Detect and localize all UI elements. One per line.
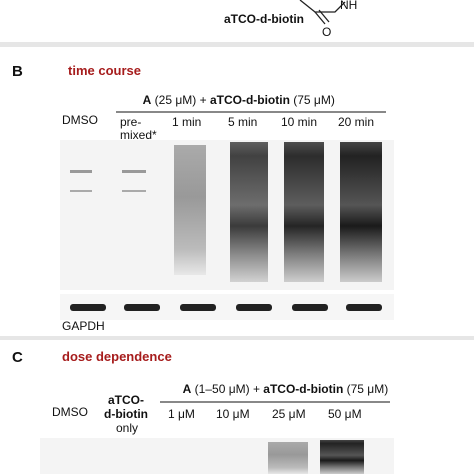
lane-label: 1 min — [172, 115, 201, 129]
lane-label: DMSO — [52, 405, 88, 419]
compound-label: aTCO-d-biotin — [224, 12, 304, 26]
panel-letter: B — [12, 63, 23, 80]
structure — [299, 0, 346, 25]
lane-label: 10 μM — [216, 407, 250, 421]
treatment-part: (25 μM) + — [151, 93, 210, 107]
treatment-part: (1–50 μM) + — [191, 382, 263, 396]
treatment-part: A — [143, 93, 152, 107]
atom: NH — [340, 0, 357, 12]
treatment-part: aTCO-d-biotin — [263, 382, 343, 396]
lane-label: pre- — [120, 115, 141, 129]
treatment: A (25 μM) + aTCO-d-biotin (75 μM) — [126, 93, 345, 107]
blot — [60, 140, 394, 290]
lane-label: d-biotin — [104, 407, 148, 421]
treatment-part: (75 μM) — [290, 93, 335, 107]
treatment-part: aTCO-d-biotin — [210, 93, 290, 107]
lane-label: 20 min — [338, 115, 374, 129]
treatment-part: (75 μM) — [343, 382, 388, 396]
blot — [40, 438, 394, 474]
treatment: A (1–50 μM) + aTCO-d-biotin (75 μM) — [166, 382, 398, 396]
lane-label: DMSO — [62, 113, 98, 127]
panel-letter: C — [12, 349, 23, 366]
lane-label: 50 μM — [328, 407, 362, 421]
lane-label: aTCO- — [108, 393, 144, 407]
loading-label: GAPDH — [62, 319, 105, 333]
treatment-part: A — [183, 382, 192, 396]
lane-label: 10 min — [281, 115, 317, 129]
divider — [0, 42, 474, 47]
atom: O — [322, 25, 331, 39]
lane-label: 5 min — [228, 115, 257, 129]
lane-label: 1 μM — [168, 407, 195, 421]
panel-title: time course — [68, 63, 141, 78]
divider — [0, 336, 474, 340]
lane-label: 25 μM — [272, 407, 306, 421]
panel-title: dose dependence — [62, 349, 172, 364]
lane-label: only — [116, 421, 138, 435]
lane-label: mixed* — [120, 128, 157, 142]
gapdh-blot — [60, 294, 394, 320]
